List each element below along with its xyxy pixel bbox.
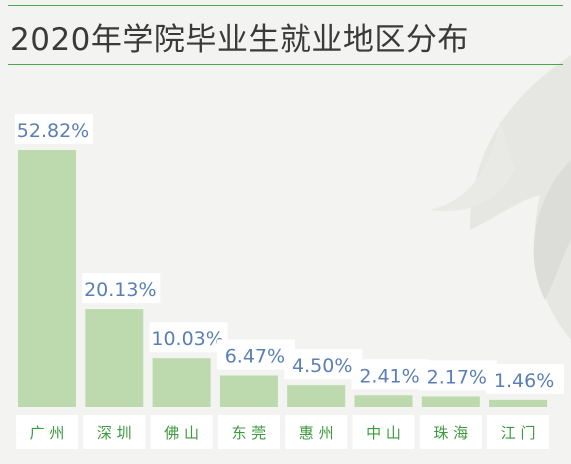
value-label-background (418, 360, 497, 391)
category-label: 江 门 (501, 424, 536, 442)
category-label: 东 莞 (232, 424, 267, 442)
category-label: 深 圳 (97, 424, 132, 442)
bar-惠州 (287, 385, 346, 407)
category-label-background (83, 415, 146, 449)
value-label: 20.13% (84, 279, 156, 301)
value-label: 6.47% (225, 346, 285, 368)
bar-深圳 (85, 309, 144, 407)
category-label-background (16, 415, 78, 449)
category-label-background (487, 415, 550, 449)
value-label-background (82, 273, 161, 304)
bar-江门 (489, 399, 548, 407)
category-label: 中 山 (366, 424, 401, 442)
value-label-background (216, 339, 295, 370)
category-label-background (150, 415, 213, 449)
value-label: 10.03% (151, 328, 223, 350)
value-label-background (486, 363, 565, 394)
category-label: 珠 海 (433, 424, 468, 442)
category-label-background (217, 415, 280, 449)
category-label: 佛 山 (164, 424, 199, 442)
value-label: 2.17% (427, 366, 487, 388)
chart-title: 2020年学院毕业生就业地区分布 (10, 22, 469, 58)
value-label-background (284, 349, 363, 380)
bar-珠海 (421, 396, 480, 407)
category-label-background (419, 415, 482, 449)
value-label: 2.41% (359, 365, 419, 387)
value-label-background (351, 359, 430, 390)
title-underline (8, 64, 563, 65)
bar-中山 (354, 395, 413, 407)
value-label: 52.82% (17, 120, 89, 142)
category-label-background (352, 415, 415, 449)
value-label-background (149, 322, 228, 353)
top-rule (8, 5, 563, 6)
bar-广州 (18, 150, 76, 407)
category-label-background (285, 415, 348, 449)
value-label-background (15, 114, 93, 144)
bar-佛山 (152, 358, 211, 407)
value-label: 4.50% (292, 355, 352, 377)
value-label: 1.46% (494, 370, 554, 392)
category-label: 广 州 (30, 424, 65, 442)
bar-东莞 (219, 375, 278, 407)
category-label: 惠 州 (299, 424, 334, 442)
